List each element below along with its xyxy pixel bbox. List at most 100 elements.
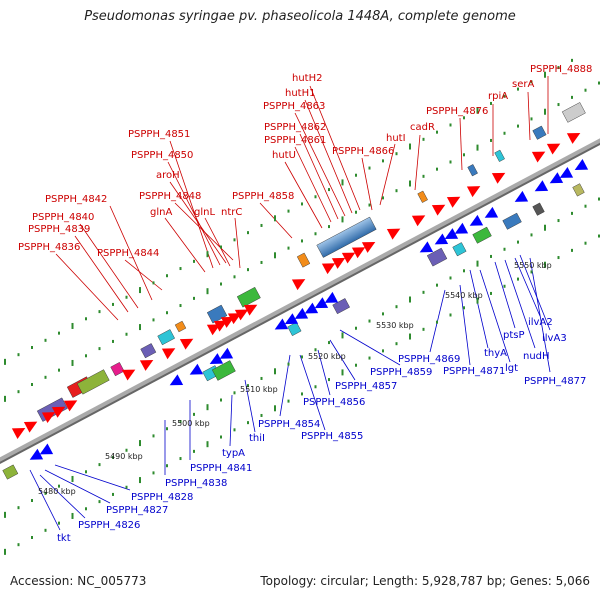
gene-arrow-forward [491, 172, 506, 184]
lead-line-forward [169, 140, 214, 269]
tick-mark [152, 318, 155, 322]
gene-arrow-reverse [444, 228, 459, 240]
gene-label-lgt[interactable]: lgt [505, 363, 518, 374]
tick-mark [409, 180, 411, 187]
tick-mark [598, 197, 600, 201]
gene-label-PSPPH_4842[interactable]: PSPPH_4842 [45, 194, 107, 205]
gene-label-PSPPH_4859[interactable]: PSPPH_4859 [370, 367, 432, 378]
gene-arrow-reverse [324, 291, 339, 303]
gene-label-aroH[interactable]: aroH [156, 170, 180, 181]
gene-arrow-reverse [39, 443, 54, 455]
gene-label-hutH2[interactable]: hutH2 [292, 73, 322, 84]
gene-label-PSPPH_4858[interactable]: PSPPH_4858 [232, 191, 294, 202]
gene-label-PSPPH_4871[interactable]: PSPPH_4871 [443, 366, 505, 377]
gene-label-PSPPH_4888[interactable]: PSPPH_4888 [530, 64, 592, 75]
tick-mark [139, 324, 141, 331]
lead-line-reverse [529, 257, 551, 373]
gene-arrow-forward [23, 421, 38, 433]
tick-mark [193, 412, 195, 416]
gene-box-forward [157, 329, 175, 346]
tick-mark [112, 339, 114, 343]
gene-box-reverse [287, 321, 302, 337]
tick-mark [166, 464, 168, 468]
gene-label-glnL[interactable]: glnL [194, 207, 215, 218]
tick-mark [247, 421, 249, 425]
gene-label-PSPPH_4857[interactable]: PSPPH_4857 [335, 381, 397, 392]
gene-label-PSPPH_4855[interactable]: PSPPH_4855 [301, 431, 363, 442]
gene-label-cadR[interactable]: cadR [410, 122, 435, 133]
gene-arrow-forward [546, 143, 561, 155]
lead-line-reverse [244, 379, 256, 433]
gene-label-PSPPH_4841[interactable]: PSPPH_4841 [190, 463, 252, 474]
tick-mark [112, 492, 114, 496]
gene-label-typA[interactable]: typA [222, 448, 245, 459]
tick-mark [449, 276, 452, 280]
gene-label-PSPPH_4869[interactable]: PSPPH_4869 [398, 354, 460, 365]
gene-label-PSPPH_4854[interactable]: PSPPH_4854 [258, 419, 320, 430]
gene-label-PSPPH_4826[interactable]: PSPPH_4826 [78, 520, 140, 531]
tick-mark [4, 511, 6, 518]
lead-line-reverse [229, 394, 233, 447]
tick-mark [476, 260, 479, 267]
gene-arrow-reverse [314, 297, 329, 309]
tick-mark [71, 359, 74, 366]
tick-mark [436, 130, 438, 134]
gene-label-PSPPH_4877[interactable]: PSPPH_4877 [524, 376, 586, 387]
gene-box-forward [110, 362, 125, 377]
gene-arrow-reverse [169, 374, 184, 386]
gene-label-hutH1[interactable]: hutH1 [285, 88, 315, 99]
gene-label-PSPPH_4844[interactable]: PSPPH_4844 [97, 248, 159, 259]
tick-mark [341, 216, 344, 223]
gene-arrow-forward [291, 279, 306, 291]
gene-label-PSPPH_4840[interactable]: PSPPH_4840 [32, 212, 94, 223]
gene-arrow-forward [63, 400, 78, 412]
gene-label-PSPPH_4866[interactable]: PSPPH_4866 [332, 146, 394, 157]
gene-label-rpiA[interactable]: rpiA [488, 91, 508, 102]
gene-label-thyA[interactable]: thyA [484, 348, 507, 359]
gene-label-nudH[interactable]: nudH [523, 351, 550, 362]
gene-label-tkt[interactable]: tkt [57, 533, 71, 544]
gene-label-ilvA2[interactable]: ilvA2 [528, 317, 553, 328]
lead-line-reverse [469, 269, 489, 349]
gene-label-PSPPH_4862[interactable]: PSPPH_4862 [264, 122, 326, 133]
tick-mark [4, 395, 6, 402]
lead-line-forward [284, 161, 323, 229]
tick-mark [463, 153, 465, 157]
gene-label-PSPPH_4848[interactable]: PSPPH_4848 [139, 191, 201, 202]
gene-label-PSPPH_4838[interactable]: PSPPH_4838 [165, 478, 227, 489]
tick-mark [233, 275, 236, 279]
gene-box-forward [467, 164, 478, 177]
lead-line-reverse [514, 257, 541, 317]
tick-mark [436, 167, 438, 171]
gene-label-ntrC[interactable]: ntrC [221, 207, 242, 218]
tick-mark [44, 528, 47, 532]
gene-label-PSPPH_4851[interactable]: PSPPH_4851 [128, 129, 190, 140]
lead-line-reverse [339, 329, 401, 366]
gene-label-PSPPH_4850[interactable]: PSPPH_4850 [131, 150, 193, 161]
gene-label-hutU[interactable]: hutU [272, 150, 296, 161]
gene-label-PSPPH_4828[interactable]: PSPPH_4828 [131, 492, 193, 503]
tick-mark [530, 233, 533, 237]
gene-box-reverse [211, 360, 236, 381]
gene-label-PSPPH_4839[interactable]: PSPPH_4839 [28, 224, 90, 235]
gene-label-ptsP[interactable]: ptsP [503, 330, 525, 341]
gene-label-PSPPH_4827[interactable]: PSPPH_4827 [106, 505, 168, 516]
gene-label-glnA[interactable]: glnA [150, 207, 172, 218]
gene-arrow-forward [41, 412, 56, 424]
tick-mark [44, 375, 47, 379]
gene-arrow-reverse [469, 214, 484, 226]
gene-label-PSPPH_4856[interactable]: PSPPH_4856 [303, 397, 365, 408]
tick-mark [247, 231, 249, 235]
gene-label-thiI[interactable]: thiI [249, 433, 265, 444]
gene-label-PSPPH_4876[interactable]: PSPPH_4876 [426, 106, 488, 117]
gene-label-hutI[interactable]: hutI [386, 133, 406, 144]
gene-label-serA[interactable]: serA [512, 79, 534, 90]
gene-label-ilvA3[interactable]: ilvA3 [542, 333, 567, 344]
gene-label-PSPPH_4861[interactable]: PSPPH_4861 [264, 135, 326, 146]
gene-label-PSPPH_4836[interactable]: PSPPH_4836 [18, 242, 80, 253]
gene-box-reverse [452, 242, 467, 257]
tick-mark [220, 245, 222, 249]
gene-box-forward [236, 286, 261, 308]
tick-label-5490: 5490 kbp [105, 452, 143, 461]
gene-label-PSPPH_4863[interactable]: PSPPH_4863 [263, 101, 325, 112]
